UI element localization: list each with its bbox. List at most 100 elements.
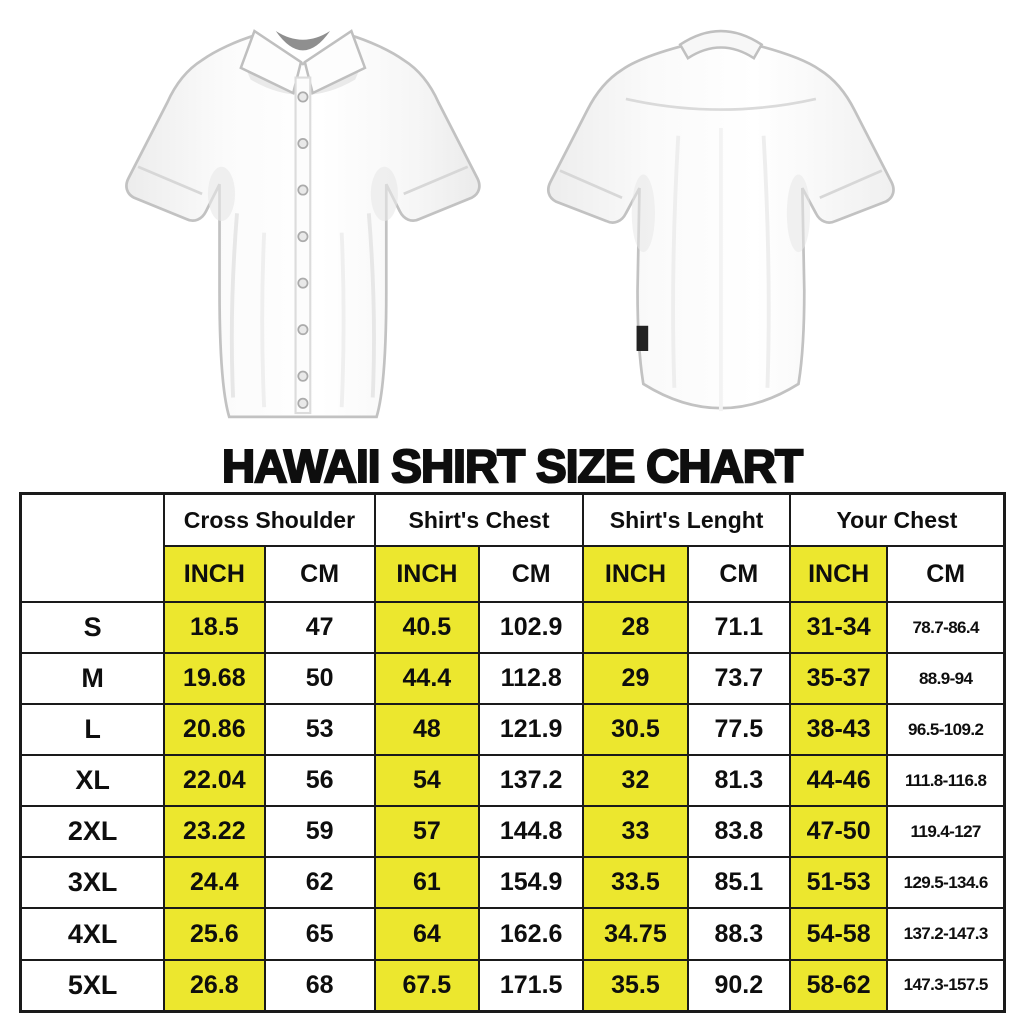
cm-value-cell: 129.5-134.6 xyxy=(886,856,1006,910)
shirt-back-image xyxy=(547,29,895,412)
inch-value-cell: 38-43 xyxy=(788,703,889,757)
inch-value-cell: 20.86 xyxy=(163,703,266,757)
inch-value-cell: 61 xyxy=(373,856,481,910)
inch-value-cell: 44-46 xyxy=(788,754,889,808)
size-label-cell: S xyxy=(19,600,166,655)
inch-value-cell: 31-34 xyxy=(788,600,889,655)
cm-value-cell: 137.2 xyxy=(478,754,585,808)
inch-value-cell: 26.8 xyxy=(163,958,266,1013)
size-rows: S 18.5 47 40.5 102.9 28 71.1 31-34 78.7-86.4 M 19.… xyxy=(19,600,1006,1013)
inch-value-cell: 33.5 xyxy=(582,856,689,910)
cm-value-cell: 154.9 xyxy=(478,856,585,910)
cm-value-cell: 50 xyxy=(263,652,376,706)
unit-header-cm: CM xyxy=(886,545,1006,603)
cm-value-cell: 83.8 xyxy=(686,805,791,859)
table-row: 5XL 26.8 68 67.5 171.5 35.5 90.2 58-62 147.3-157… xyxy=(19,958,1006,1013)
inch-value-cell: 58-62 xyxy=(788,958,889,1013)
inch-value-cell: 19.68 xyxy=(163,652,266,706)
cm-value-cell: 59 xyxy=(263,805,376,859)
inch-value-cell: 23.22 xyxy=(163,805,266,859)
table-row: L 20.86 53 48 121.9 30.5 77.5 38-43 96.5-109.2 xyxy=(19,703,1006,757)
unit-header-cm: CM xyxy=(263,545,376,603)
cm-value-cell: 56 xyxy=(263,754,376,808)
cm-value-cell: 162.6 xyxy=(478,907,585,961)
group-header-your-chest: Your Chest xyxy=(788,492,1006,547)
group-header-cross-shoulder: Cross Shoulder xyxy=(163,492,376,547)
table-row: XL 22.04 56 54 137.2 32 81.3 44-46 111.8-116.8 xyxy=(19,754,1006,808)
unit-header-inch: INCH xyxy=(163,545,266,603)
cm-value-cell: 73.7 xyxy=(686,652,791,706)
cm-value-cell: 112.8 xyxy=(478,652,585,706)
inch-value-cell: 18.5 xyxy=(163,600,266,655)
unit-header-inch: INCH xyxy=(582,545,689,603)
cm-value-cell: 85.1 xyxy=(686,856,791,910)
unit-header-inch: INCH xyxy=(373,545,481,603)
cm-value-cell: 119.4-127 xyxy=(886,805,1006,859)
inch-value-cell: 54-58 xyxy=(788,907,889,961)
inch-value-cell: 33 xyxy=(582,805,689,859)
group-header-shirts-length: Shirt's Lenght xyxy=(582,492,791,547)
cm-value-cell: 68 xyxy=(263,958,376,1013)
cm-value-cell: 102.9 xyxy=(478,600,585,655)
inch-value-cell: 32 xyxy=(582,754,689,808)
cm-value-cell: 121.9 xyxy=(478,703,585,757)
group-header-shirts-chest: Shirt's Chest xyxy=(373,492,585,547)
shirt-images xyxy=(0,0,1024,448)
cm-value-cell: 171.5 xyxy=(478,958,585,1013)
cm-value-cell: 53 xyxy=(263,703,376,757)
shirt-buttons xyxy=(297,91,309,409)
cm-value-cell: 137.2-147.3 xyxy=(886,907,1006,961)
cm-value-cell: 90.2 xyxy=(686,958,791,1013)
inch-value-cell: 64 xyxy=(373,907,481,961)
corner-cell xyxy=(19,492,166,603)
size-label-cell: M xyxy=(19,652,166,706)
size-chart-table: Cross Shoulder Shirt's Chest Shirt's Len… xyxy=(19,492,1006,1013)
inch-value-cell: 28 xyxy=(582,600,689,655)
size-label-cell: XL xyxy=(19,754,166,808)
inch-value-cell: 48 xyxy=(373,703,481,757)
inch-value-cell: 34.75 xyxy=(582,907,689,961)
cm-value-cell: 78.7-86.4 xyxy=(886,600,1006,655)
size-label-cell: 4XL xyxy=(19,907,166,961)
inch-value-cell: 47-50 xyxy=(788,805,889,859)
size-label-cell: L xyxy=(19,703,166,757)
cm-value-cell: 88.9-94 xyxy=(886,652,1006,706)
shirt-hem-tag xyxy=(636,325,649,351)
inch-value-cell: 44.4 xyxy=(373,652,481,706)
size-label-cell: 3XL xyxy=(19,856,166,910)
unit-header-cm: CM xyxy=(478,545,585,603)
inch-value-cell: 54 xyxy=(373,754,481,808)
table-row: M 19.68 50 44.4 112.8 29 73.7 35-37 88.9-94 xyxy=(19,652,1006,706)
table-row: 3XL 24.4 62 61 154.9 33.5 85.1 51-53 129.5-134.6 xyxy=(19,856,1006,910)
shirt-front-image xyxy=(125,29,481,419)
inch-value-cell: 57 xyxy=(373,805,481,859)
size-label-cell: 2XL xyxy=(19,805,166,859)
inch-value-cell: 40.5 xyxy=(373,600,481,655)
inch-value-cell: 51-53 xyxy=(788,856,889,910)
unit-header-row: INCH CM INCH CM INCH CM INCH CM xyxy=(21,545,1006,603)
cm-value-cell: 62 xyxy=(263,856,376,910)
inch-value-cell: 30.5 xyxy=(582,703,689,757)
cm-value-cell: 65 xyxy=(263,907,376,961)
table-row: 2XL 23.22 59 57 144.8 33 83.8 47-50 119.4-127 xyxy=(19,805,1006,859)
table-row: S 18.5 47 40.5 102.9 28 71.1 31-34 78.7-86.4 xyxy=(19,600,1006,655)
size-label-cell: 5XL xyxy=(19,958,166,1013)
table-row: 4XL 25.6 65 64 162.6 34.75 88.3 54-58 137.2-147.… xyxy=(19,907,1006,961)
page-title: HAWAII SHIRT SIZE CHART xyxy=(221,440,804,492)
inch-value-cell: 24.4 xyxy=(163,856,266,910)
cm-value-cell: 88.3 xyxy=(686,907,791,961)
cm-value-cell: 47 xyxy=(263,600,376,655)
inch-value-cell: 25.6 xyxy=(163,907,266,961)
cm-value-cell: 96.5-109.2 xyxy=(886,703,1006,757)
unit-header-inch: INCH xyxy=(788,545,889,603)
cm-value-cell: 144.8 xyxy=(478,805,585,859)
inch-value-cell: 29 xyxy=(582,652,689,706)
group-header-row: Cross Shoulder Shirt's Chest Shirt's Len… xyxy=(19,492,1006,603)
inch-value-cell: 67.5 xyxy=(373,958,481,1013)
cm-value-cell: 111.8-116.8 xyxy=(886,754,1006,808)
cm-value-cell: 147.3-157.5 xyxy=(886,958,1006,1013)
cm-value-cell: 77.5 xyxy=(686,703,791,757)
inch-value-cell: 22.04 xyxy=(163,754,266,808)
inch-value-cell: 35-37 xyxy=(788,652,889,706)
